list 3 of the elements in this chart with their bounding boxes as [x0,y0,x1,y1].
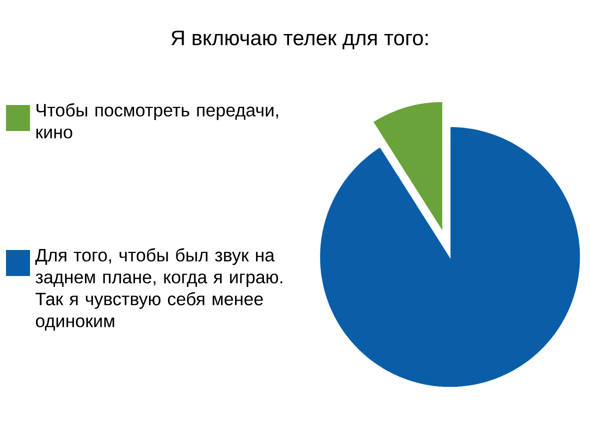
chart-title: Я включаю телек для того: [171,30,428,50]
legend-label: Чтобы посмотреть передачи, кино [36,103,278,138]
legend-label: Для того, чтобы был звук на заднем плане, когда я играю. Так я чувствую себя менее одиноким [35,248,282,331]
